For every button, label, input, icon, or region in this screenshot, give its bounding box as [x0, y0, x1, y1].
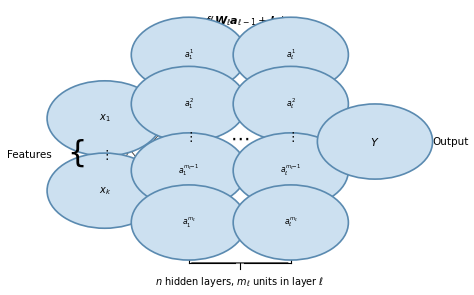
Text: Output: Output [433, 137, 469, 147]
Circle shape [131, 66, 246, 142]
Text: $\vdots$: $\vdots$ [286, 130, 295, 144]
Circle shape [131, 17, 246, 92]
Circle shape [47, 153, 162, 228]
Circle shape [47, 81, 162, 156]
Text: $x_k$: $x_k$ [99, 185, 111, 196]
Circle shape [233, 185, 348, 260]
Circle shape [233, 66, 348, 142]
Text: $\vdots$: $\vdots$ [100, 148, 109, 162]
Circle shape [318, 104, 433, 179]
Text: $x_1$: $x_1$ [99, 112, 110, 124]
Text: $a_\ell^1$: $a_\ell^1$ [286, 47, 296, 62]
Text: $a_1^2$: $a_1^2$ [184, 96, 194, 112]
Text: $a_1^{m_\ell{-}1}$: $a_1^{m_\ell{-}1}$ [178, 163, 200, 178]
Text: $a_1^{m_\ell}$: $a_1^{m_\ell}$ [182, 215, 196, 230]
Text: $a_\ell^{m_\ell}$: $a_\ell^{m_\ell}$ [284, 216, 298, 229]
Text: $n$ hidden layers, $m_{\ell}$ units in layer $\ell$: $n$ hidden layers, $m_{\ell}$ units in l… [155, 275, 325, 289]
Text: $\cdots$: $\cdots$ [230, 129, 249, 148]
Circle shape [131, 185, 246, 260]
Text: Features: Features [7, 150, 52, 160]
Text: $Y$: $Y$ [370, 135, 380, 148]
Text: $\boldsymbol{a}_{\ell} = f(\boldsymbol{W}_{\ell}\boldsymbol{a}_{\ell-1} + \bolds: $\boldsymbol{a}_{\ell} = f(\boldsymbol{W… [181, 14, 286, 28]
Text: $a_\ell^2$: $a_\ell^2$ [286, 96, 296, 112]
Text: $a_\ell^{m_\ell{-}1}$: $a_\ell^{m_\ell{-}1}$ [280, 163, 301, 178]
Circle shape [131, 133, 246, 208]
Text: $a_1^1$: $a_1^1$ [184, 47, 194, 62]
Circle shape [233, 17, 348, 92]
Text: $\{$: $\{$ [67, 137, 85, 169]
Circle shape [233, 133, 348, 208]
Text: $\vdots$: $\vdots$ [184, 130, 193, 144]
